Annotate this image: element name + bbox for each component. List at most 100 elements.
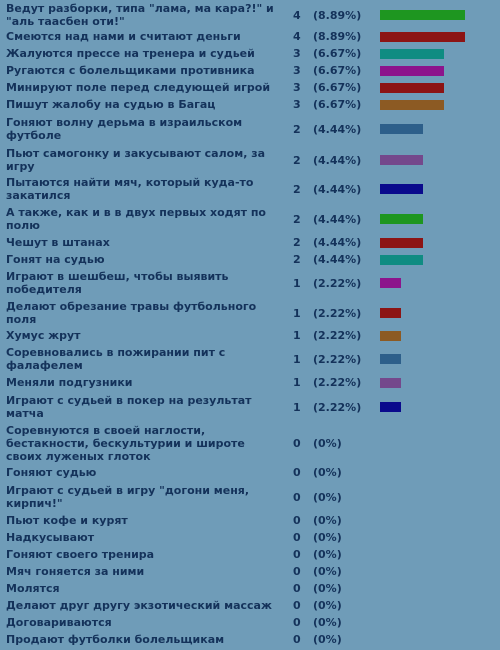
poll-vote-count: 0 [293,437,301,450]
poll-option-label: Продают футболки болельщикам [6,633,225,646]
poll-option-label: Соревнуются в своей наглости, бестакност… [6,424,245,463]
poll-result-bar [380,65,444,76]
poll-vote-percent: (4.44%) [313,212,362,226]
poll-option-label: Надкусывают [6,531,95,544]
poll-result-bar [380,124,423,134]
poll-row: Меняли подгузники 1 (2.22%) [0,376,500,389]
poll-option-label: Делают друг другу экзотический массаж [6,599,272,612]
poll-option-label: Хумус жрут [6,329,81,342]
poll-row: Играют с судьей в игру "догони меня, кир… [0,484,500,510]
poll-vote-percent: (2.22%) [313,329,362,342]
poll-vote-count: 2 [293,253,301,266]
poll-result-bar [380,82,444,93]
poll-option-label: Молятся [6,582,60,595]
poll-result-bar [380,377,401,388]
poll-result-bar [380,278,401,288]
poll-option-label: Пьют кофе и курят [6,514,128,527]
poll-result-bar [380,308,401,318]
poll-vote-percent: (4.44%) [313,182,362,196]
poll-option-label: Делают обрезание травы футбольного поля [6,300,257,326]
poll-row: Пишут жалобу на судью в Багац 3 (6.67%) [0,98,500,111]
poll-option-label: Гоняют волну дерьма в израильском футбол… [6,116,243,142]
poll-option-label: Ведут разборки, типа "лама, ма кара?!" и… [6,2,274,28]
poll-option-label: Меняли подгузники [6,376,133,389]
poll-vote-percent: (0%) [313,514,342,527]
poll-row: Пьют кофе и курят 0 (0%) [0,514,500,527]
poll-option-label: Минируют поле перед следующей игрой [6,81,271,94]
poll-row: Соревнуются в своей наглости, бестакност… [0,424,500,463]
poll-vote-percent: (8.89%) [313,30,362,43]
poll-row: Договариваются 0 (0%) [0,616,500,629]
poll-row: Ругаются с болельщиками противника 3 (6.67… [0,64,500,77]
poll-vote-count: 1 [293,376,301,389]
poll-vote-count: 1 [293,329,301,342]
poll-vote-percent: (4.44%) [313,153,362,167]
poll-vote-count: 1 [293,400,301,414]
poll-vote-count: 2 [293,153,301,167]
poll-vote-percent: (4.44%) [313,253,362,266]
poll-vote-count: 2 [293,182,301,196]
poll-vote-count: 2 [293,212,301,226]
poll-vote-percent: (6.67%) [313,98,362,111]
poll-option-label: Гоняют своего тренира [6,548,155,561]
poll-vote-percent: (0%) [313,531,342,544]
poll-option-label: Гоняют судью [6,466,97,479]
poll-result-bar [380,254,423,265]
poll-vote-count: 4 [293,8,301,22]
poll-vote-percent: (4.44%) [313,122,362,136]
poll-vote-count: 0 [293,548,301,561]
poll-vote-count: 3 [293,98,301,111]
poll-vote-percent: (6.67%) [313,64,362,77]
poll-vote-count: 4 [293,30,301,43]
poll-row: Мяч гоняется за ними 0 (0%) [0,565,500,578]
poll-option-label: Гонят на судью [6,253,105,266]
poll-option-label: А также, как и в в двух первых ходят по … [6,206,266,232]
poll-row: Делают друг другу экзотический массаж 0 (0… [0,599,500,612]
poll-result-bar [380,99,444,110]
poll-row: Продают футболки болельщикам 0 (0%) [0,633,500,646]
poll-vote-count: 1 [293,352,301,366]
poll-result-bar [380,10,465,20]
poll-row: Пьют самогонку и закусывают салом, за иг… [0,147,500,173]
poll-vote-count: 2 [293,236,301,249]
poll-option-label: Пьют самогонку и закусывают салом, за иг… [6,147,266,173]
poll-vote-count: 0 [293,514,301,527]
poll-row: Ведут разборки, типа "лама, ма кара?!" и… [0,2,500,28]
poll-result-bar [380,330,401,341]
poll-result-bar [380,402,401,412]
poll-vote-percent: (6.67%) [313,81,362,94]
poll-vote-percent: (2.22%) [313,276,362,290]
poll-vote-count: 1 [293,276,301,290]
poll-result-bar [380,48,444,59]
poll-vote-percent: (2.22%) [313,352,362,366]
poll-option-label: Чешут в штанах [6,236,110,249]
poll-row: Надкусывают 0 (0%) [0,531,500,544]
poll-vote-percent: (4.44%) [313,236,362,249]
poll-vote-percent: (0%) [313,599,342,612]
poll-row: Хумус жрут 1 (2.22%) [0,329,500,342]
poll-vote-count: 0 [293,565,301,578]
poll-vote-count: 2 [293,122,301,136]
poll-vote-count: 0 [293,616,301,629]
poll-vote-count: 0 [293,490,301,504]
poll-vote-count: 0 [293,531,301,544]
poll-option-label: Пишут жалобу на судью в Багац [6,98,216,111]
poll-option-label: Играют в шешбеш, чтобы выявить победител… [6,270,229,296]
poll-result-bar [380,155,423,165]
poll-row: Гоняют волну дерьма в израильском футбол… [0,116,500,142]
poll-vote-percent: (0%) [313,437,342,450]
poll-vote-count: 0 [293,599,301,612]
poll-result-bar [380,184,423,194]
poll-row: Делают обрезание травы футбольного поля 1… [0,300,500,326]
poll-row: А также, как и в в двух первых ходят по … [0,206,500,232]
poll-vote-count: 3 [293,81,301,94]
poll-row: Жалуются прессе на тренера и судьей 3 (6.6… [0,47,500,60]
poll-option-label: Соревновались в пожирании пит с фалафеле… [6,346,226,372]
poll-row: Чешут в штанах 2 (4.44%) [0,236,500,249]
poll-option-label: Жалуются прессе на тренера и судьей [6,47,255,60]
poll-result-bar [380,214,423,224]
poll-row: Гоняют судью 0 (0%) [0,466,500,479]
poll-row: Гонят на судью 2 (4.44%) [0,253,500,266]
poll-vote-count: 3 [293,64,301,77]
